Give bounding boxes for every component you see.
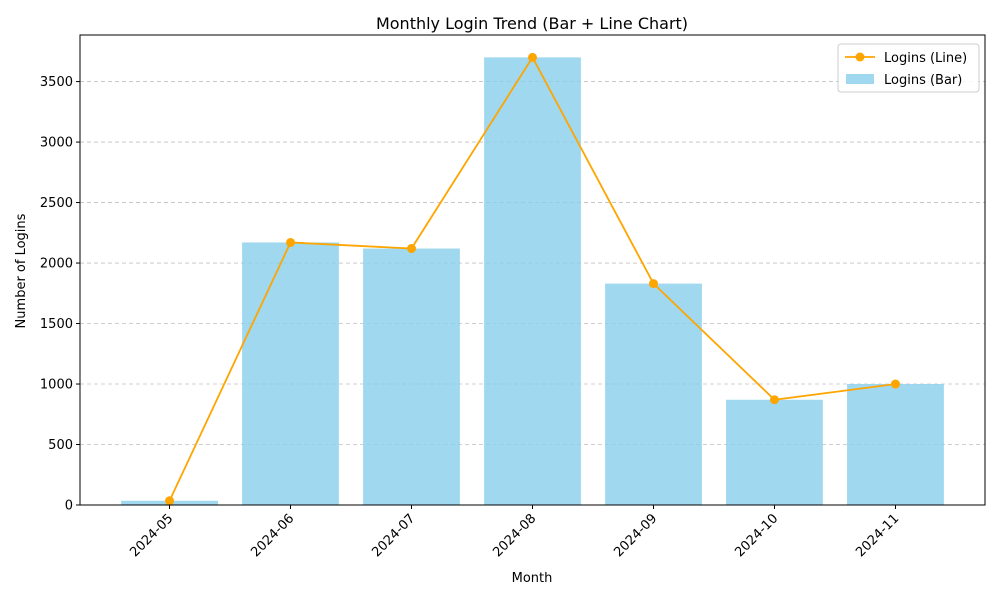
line-point-2024-06: [286, 237, 296, 247]
y-tick-label: 2000: [40, 257, 73, 272]
legend-bar-swatch: [846, 74, 874, 84]
bar-series: [121, 57, 944, 506]
line-series: [165, 52, 900, 506]
legend-line-label: Logins (Line): [884, 51, 967, 66]
line-point-2024-11: [890, 379, 900, 389]
y-tick-label: 500: [48, 438, 73, 453]
y-tick-label: 0: [65, 499, 73, 514]
chart-title: Monthly Login Trend (Bar + Line Chart): [376, 14, 688, 33]
x-axis-label: Month: [512, 571, 553, 586]
bar-2024-06: [242, 242, 339, 505]
y-tick-label: 2500: [40, 196, 73, 211]
line-point-2024-07: [407, 244, 417, 254]
y-tick-label: 3500: [40, 75, 73, 90]
y-axis-ticks: 0 500 1000 1500 2000 2500 3000 3500: [40, 75, 80, 514]
line-point-2024-08: [528, 52, 537, 62]
legend-line-marker: [855, 52, 865, 62]
legend: Logins (Line) Logins (Bar): [837, 43, 980, 93]
bar-2024-10: [726, 399, 823, 505]
bar-2024-07: [363, 248, 460, 506]
y-tick-label: 3000: [40, 136, 73, 151]
line-point-2024-10: [769, 395, 779, 405]
y-axis-label: Number of Logins: [14, 213, 29, 328]
bar-2024-08: [484, 57, 581, 505]
line-point-2024-05: [165, 496, 175, 506]
y-tick-label: 1500: [40, 317, 73, 332]
bar-2024-09: [605, 283, 702, 505]
line-point-2024-09: [648, 279, 658, 289]
bar-2024-11: [847, 384, 944, 505]
legend-bar-label: Logins (Bar): [884, 73, 962, 88]
y-tick-label: 1000: [40, 378, 73, 393]
